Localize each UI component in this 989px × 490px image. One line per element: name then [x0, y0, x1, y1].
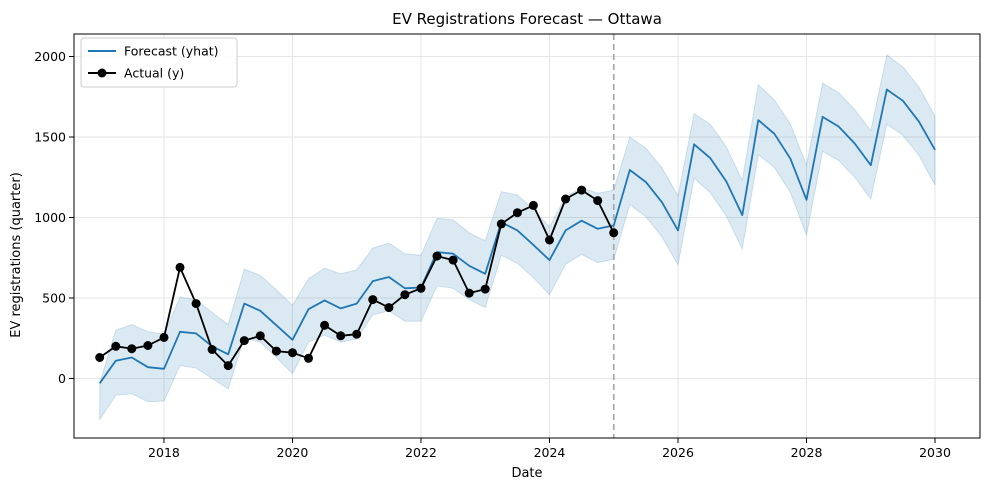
legend-actual-marker — [97, 68, 107, 78]
x-axis-label: Date — [511, 466, 542, 481]
uncertainty-band — [99, 54, 936, 422]
actual-point — [512, 208, 522, 218]
y-tick-label: 0 — [58, 371, 66, 386]
actual-point — [352, 329, 362, 339]
legend-box — [80, 37, 238, 88]
actual-point — [143, 341, 153, 350]
plot-frame — [73, 33, 981, 439]
x-tick-label: 2024 — [534, 445, 566, 460]
actual-point — [480, 284, 490, 294]
actual-point — [304, 353, 313, 363]
actual-point — [496, 219, 506, 229]
y-tick-label: 500 — [42, 290, 66, 305]
actual-point — [191, 299, 201, 309]
actual-point — [577, 185, 587, 195]
x-tick-label: 2030 — [919, 445, 951, 460]
actual-point — [464, 288, 474, 298]
actual-point — [223, 361, 233, 371]
x-tick-label: 2018 — [148, 445, 180, 460]
actual-point — [545, 235, 554, 245]
actual-point — [159, 332, 169, 342]
actual-point — [111, 341, 121, 351]
actual-point — [288, 348, 297, 358]
actual-point — [416, 283, 426, 293]
actual-point — [271, 346, 281, 356]
actual-point — [255, 331, 265, 341]
x-tick-label: 2026 — [662, 445, 694, 460]
actual-point — [368, 295, 378, 305]
x-tick-label: 2028 — [791, 445, 823, 460]
actual-point — [609, 228, 619, 238]
legend: Forecast (yhat) Actual (y) — [80, 37, 238, 88]
actual-point — [400, 290, 410, 300]
actual-series — [95, 185, 619, 371]
actual-point — [432, 251, 442, 261]
y-axis-ticks: 0 500 1000 1500 2000 — [34, 49, 74, 386]
y-tick-label: 2000 — [34, 49, 66, 64]
actual-point — [239, 336, 249, 346]
uncertainty-band-layer — [99, 54, 936, 422]
actual-point — [528, 200, 538, 210]
actual-point — [95, 353, 105, 362]
x-tick-label: 2020 — [277, 445, 309, 460]
actual-point — [336, 331, 346, 341]
legend-actual-label: Actual (y) — [124, 66, 184, 81]
legend-forecast-label: Forecast (yhat) — [124, 44, 219, 59]
actual-point — [593, 196, 603, 206]
actual-point — [384, 303, 394, 313]
chart-title: EV Registrations Forecast — Ottawa — [392, 10, 662, 28]
x-axis-ticks: 2018 2020 2022 2024 2026 2028 2030 — [148, 438, 951, 460]
forecast-series — [98, 88, 936, 384]
y-tick-label: 1000 — [34, 210, 66, 225]
x-tick-label: 2022 — [405, 445, 437, 460]
actual-point — [561, 194, 571, 204]
actual-point — [175, 262, 185, 272]
y-tick-label: 1500 — [34, 130, 66, 145]
actual-point — [207, 345, 217, 354]
grid-lines — [74, 34, 980, 438]
y-axis-label: EV registrations (quarter) — [9, 172, 24, 338]
actual-point — [127, 344, 137, 354]
forecast-line — [98, 88, 936, 384]
actual-point — [320, 320, 330, 330]
actual-point — [448, 255, 458, 265]
